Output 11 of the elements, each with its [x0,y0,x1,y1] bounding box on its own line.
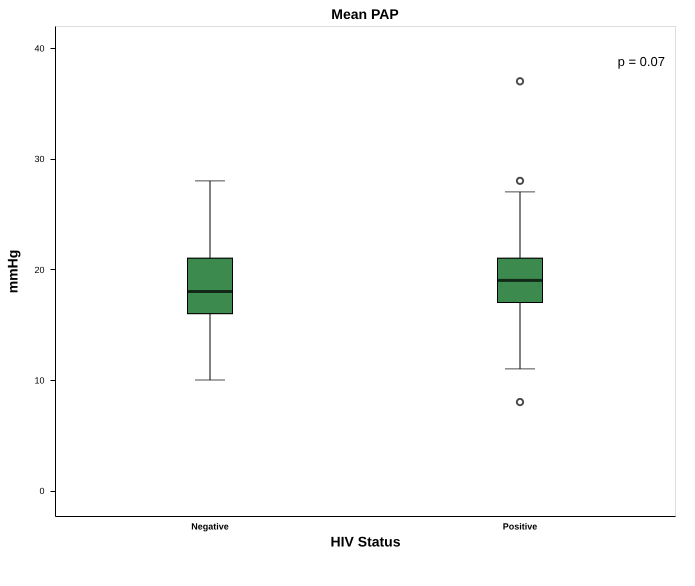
y-tick-label: 10 [34,375,44,386]
y-tick-label: 20 [34,264,44,275]
y-tick-label: 40 [34,44,44,54]
y-axis-title: mmHg [4,250,20,294]
x-tick-label: Positive [502,522,538,532]
y-tick-label: 30 [34,154,44,164]
chart-title: Mean PAP [331,6,399,22]
y-tick-label: 0 [39,486,44,496]
x-tick-label: Negative [191,522,229,532]
x-axis-title: HIV Status [330,534,401,550]
annotation: p = 0.07 [618,54,665,69]
